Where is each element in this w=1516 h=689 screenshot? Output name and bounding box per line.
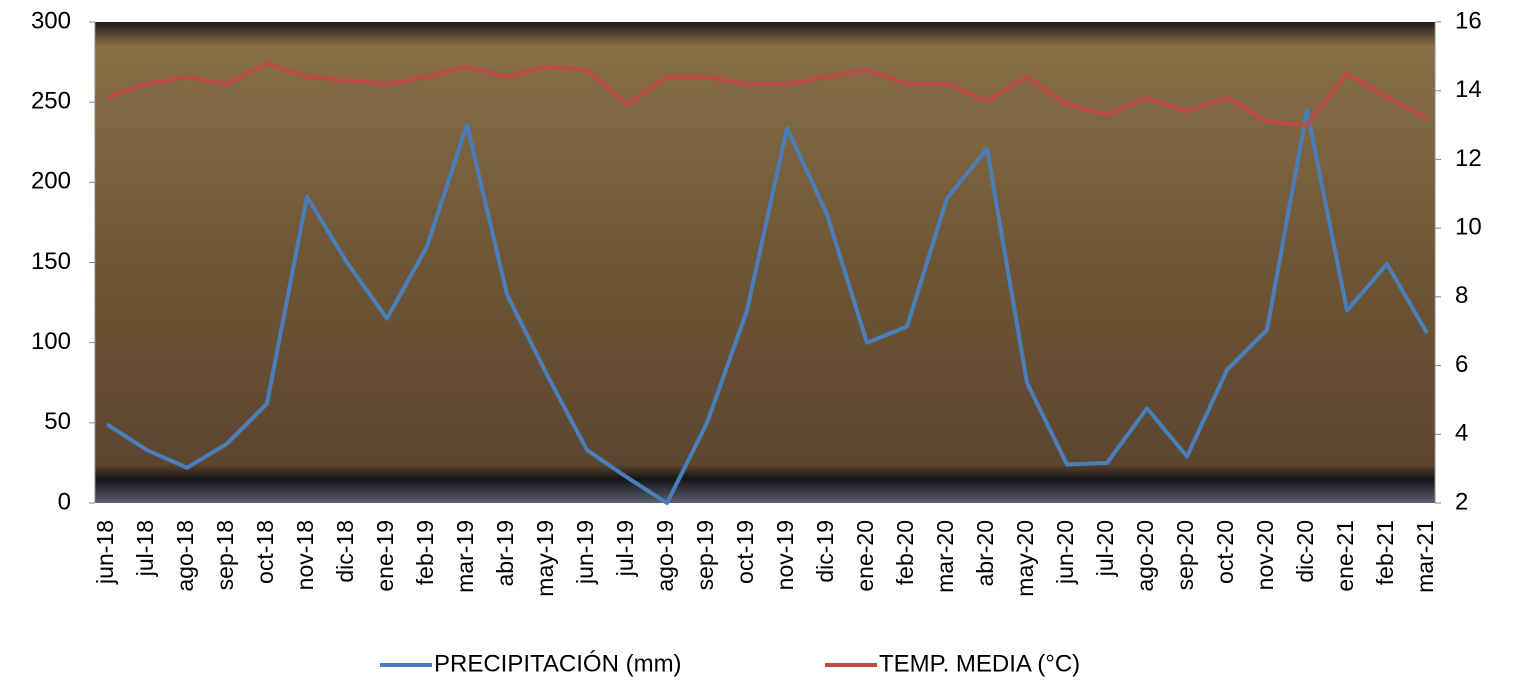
x-tick-label: mar-20 [932,520,958,593]
x-tick-label: feb-20 [892,520,918,585]
x-tick-label: feb-21 [1372,520,1398,585]
x-tick-label: oct-19 [732,520,758,584]
x-tick-label: sep-20 [1172,520,1198,590]
x-tick-label: nov-18 [292,520,318,590]
chart: 0 50 100 150 200 250 300 2 4 6 8 10 12 14 16 jun-18 jul-… [0,0,1516,689]
y2-tick-label: 6 [1455,351,1468,378]
legend-label: TEMP. MEDIA (°C) [879,650,1080,677]
x-tick-label: abr-20 [972,520,998,586]
y-tick-label: 300 [31,7,71,34]
y-tick-label: 50 [44,408,71,435]
x-tick-label: nov-19 [772,520,798,590]
x-tick-label: jun-20 [1052,520,1078,585]
x-tick-label: oct-20 [1212,520,1238,584]
legend-label: PRECIPITACIÓN (mm) [434,650,682,677]
y2-tick-label: 8 [1455,282,1468,309]
x-tick-label: jul-18 [132,520,158,577]
y-tick-label: 0 [58,488,71,515]
x-tick-label: ene-21 [1332,520,1358,592]
x-tick-label: sep-19 [692,520,718,590]
x-tick-label: ene-19 [372,520,398,592]
x-tick-label: sep-18 [212,520,238,590]
x-tick-label: dic-20 [1292,520,1318,583]
x-tick-label: dic-18 [332,520,358,583]
x-tick-label: oct-18 [252,520,278,584]
x-tick-label: mar-19 [452,520,478,593]
x-tick-label: jul-20 [1092,520,1118,577]
x-tick-label: ago-19 [652,520,678,592]
x-tick-label: may-20 [1012,520,1038,597]
x-tick-label: nov-20 [1252,520,1278,590]
y2-tick-label: 16 [1455,7,1482,34]
x-tick-label: jun-18 [92,520,118,585]
y-tick-label: 200 [31,168,71,195]
y2-tick-label: 14 [1455,76,1482,103]
y2-tick-label: 2 [1455,488,1468,515]
x-tick-label: jun-19 [572,520,598,585]
x-tick-label: abr-19 [492,520,518,586]
y2-tick-label: 12 [1455,145,1482,172]
y-tick-label: 150 [31,248,71,275]
x-tick-label: mar-21 [1412,520,1438,593]
x-tick-label: feb-19 [412,520,438,585]
x-tick-label: may-19 [532,520,558,597]
y2-tick-label: 4 [1455,420,1468,447]
x-tick-label: ago-18 [172,520,198,592]
x-tick-label: dic-19 [812,520,838,583]
x-tick-label: ene-20 [852,520,878,592]
y2-tick-label: 10 [1455,213,1482,240]
y-tick-label: 250 [31,88,71,115]
x-tick-label: ago-20 [1132,520,1158,592]
y-tick-label: 100 [31,328,71,355]
x-tick-label: jul-19 [612,520,638,577]
